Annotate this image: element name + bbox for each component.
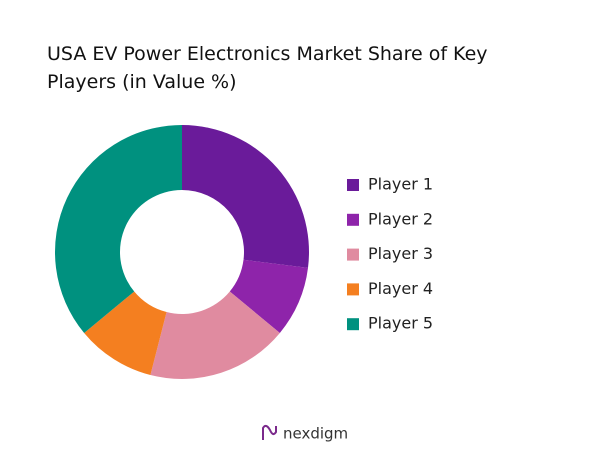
legend-label: Player 5: [368, 314, 433, 333]
donut-slice: [182, 125, 309, 268]
donut-slice: [84, 291, 167, 376]
legend-label: Player 3: [368, 244, 433, 263]
legend-swatch: [347, 318, 359, 331]
donut-slice: [55, 125, 183, 333]
brand-icon: [262, 424, 277, 440]
legend-label: Player 4: [368, 279, 433, 298]
donut-slice: [150, 291, 280, 379]
chart-title: USA EV Power Electronics Market Share of…: [47, 43, 488, 93]
legend-label: Player 1: [368, 175, 433, 194]
legend-swatch: [347, 179, 359, 191]
brand-logo: nexdigm: [262, 424, 348, 443]
legend-swatch: [347, 248, 359, 261]
brand-name: nexdigm: [283, 425, 348, 443]
legend-swatch: [347, 213, 359, 226]
legend-label: Player 2: [368, 209, 433, 228]
legend-swatch: [347, 283, 359, 296]
donut-slice: [229, 259, 308, 333]
